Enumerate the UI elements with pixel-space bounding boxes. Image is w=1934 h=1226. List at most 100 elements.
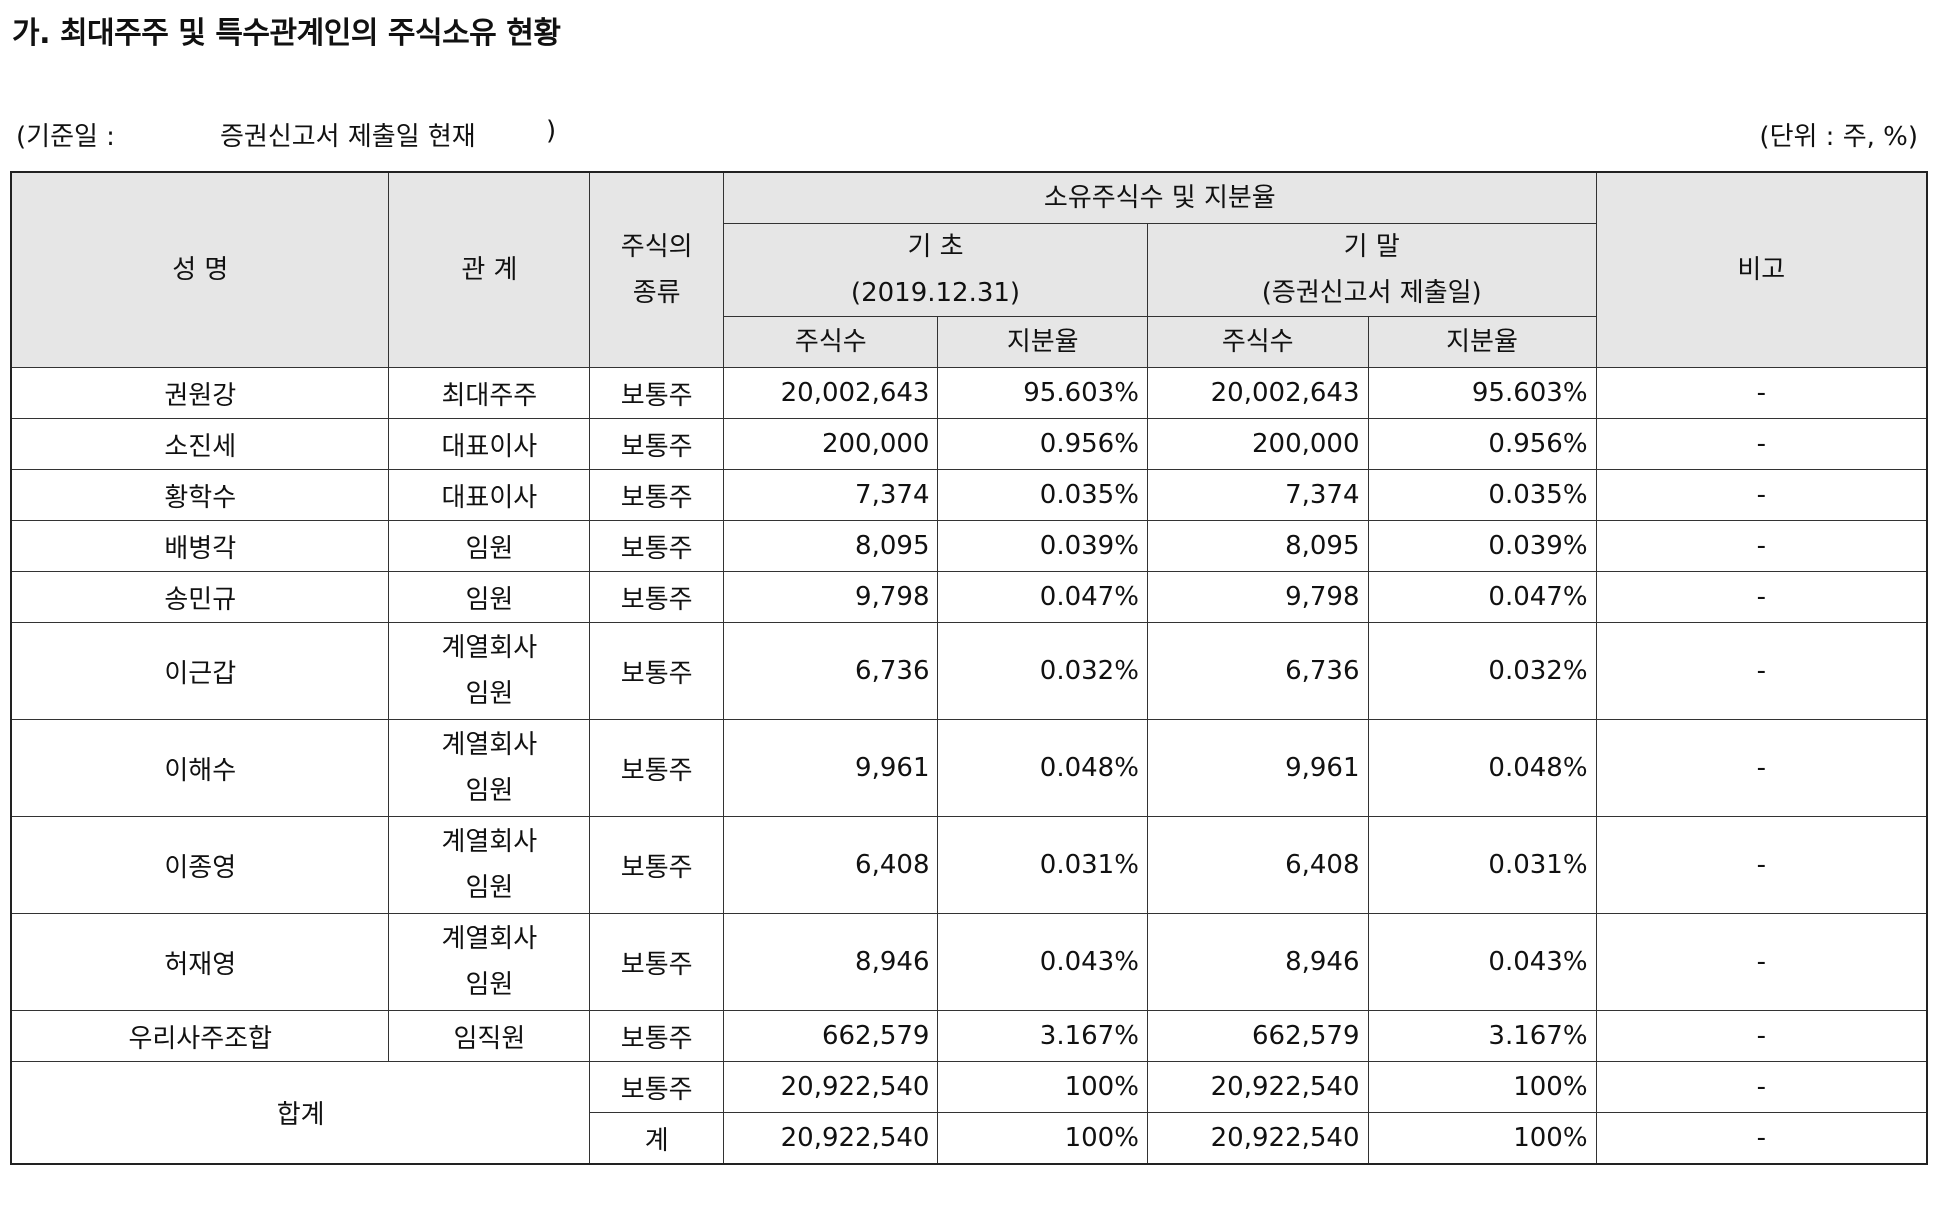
cell-ratio-begin: 0.031% [937,816,1148,914]
cell-name: 이근갑 [10,622,390,720]
cell-shares-end: 8,095 [1146,520,1369,572]
cell-relation-line2: 임원 [465,873,514,903]
cell-remarks: - [1595,1061,1928,1113]
cell-remarks: - [1595,816,1928,914]
cell-name: 소진세 [10,418,390,470]
cell-remarks: - [1595,622,1928,720]
cell-remarks: - [1595,571,1928,623]
cell-shares-end: 6,736 [1146,622,1369,720]
header-stock-type-line2: 종류 [632,278,681,308]
total-label: 합계 [10,1061,591,1165]
cell-shares-end: 8,946 [1146,913,1369,1011]
cell-remarks: - [1595,913,1928,1011]
table-row: 이해수 계열회사 임원 보통주 9,961 0.048% 9,961 0.048… [10,719,1928,817]
cell-ratio-end: 0.048% [1367,719,1597,817]
table-header: 성 명 관 계 주식의 종류 소유주식수 및 지분율 비고 기 초 (2019.… [10,171,1928,368]
cell-relation-line1: 계열회사 [441,730,538,760]
cell-stock-type: 보통주 [589,622,725,720]
table-row: 허재영 계열회사 임원 보통주 8,946 0.043% 8,946 0.043… [10,913,1928,1011]
cell-shares-begin: 20,922,540 [723,1112,939,1165]
cell-relation-line2: 임원 [465,776,514,806]
total-row: 계 20,922,540 100% 20,922,540 100% - [11,1112,1928,1165]
table-row: 황학수 대표이사 보통주 7,374 0.035% 7,374 0.035% - [10,469,1928,521]
total-row: 합계 보통주 20,922,540 100% 20,922,540 100% - [10,1061,1928,1165]
cell-shares-end: 200,000 [1146,418,1369,470]
cell-ratio-end: 0.047% [1367,571,1597,623]
cell-remarks: - [1595,520,1928,572]
cell-stock-type: 계 [589,1112,725,1165]
cell-ratio-begin: 100% [937,1061,1148,1113]
header-relation: 관 계 [388,171,591,368]
cell-ratio-begin: 100% [937,1112,1148,1165]
header-begin-line1: 기 초 [907,232,964,262]
cell-remarks: - [1595,367,1928,419]
table-row: 배병각 임원 보통주 8,095 0.039% 8,095 0.039% - [10,520,1928,572]
cell-shares-begin: 7,374 [723,469,939,521]
cell-relation: 임원 [388,571,591,623]
header-end-line1: 기 말 [1343,232,1400,262]
cell-shares-end: 6,408 [1146,816,1369,914]
cell-shares-end: 20,002,643 [1146,367,1369,419]
cell-ratio-end: 0.035% [1367,469,1597,521]
cell-shares-begin: 6,408 [723,816,939,914]
cell-stock-type: 보통주 [589,469,725,521]
shareholding-table: 성 명 관 계 주식의 종류 소유주식수 및 지분율 비고 기 초 (2019.… [10,171,1928,1165]
cell-stock-type: 보통주 [589,418,725,470]
cell-shares-begin: 662,579 [723,1010,939,1062]
header-ratio-end: 지분율 [1367,316,1597,368]
cell-name: 송민규 [10,571,390,623]
cell-relation: 계열회사 임원 [388,913,591,1011]
header-ownership: 소유주식수 및 지분율 [723,171,1597,224]
header-name: 성 명 [10,171,390,368]
basis-close: ) [546,116,557,146]
cell-shares-begin: 20,922,540 [723,1061,939,1113]
cell-remarks: - [1595,469,1928,521]
cell-ratio-begin: 0.047% [937,571,1148,623]
cell-ratio-end: 0.032% [1367,622,1597,720]
basis-date: (기준일 : 증권신고서 제출일 현재 ) [16,116,556,153]
cell-relation-line1: 계열회사 [441,633,538,663]
cell-relation: 대표이사 [388,469,591,521]
cell-stock-type: 보통주 [589,719,725,817]
cell-relation: 최대주주 [388,367,591,419]
cell-ratio-begin: 0.048% [937,719,1148,817]
cell-ratio-begin: 95.603% [937,367,1148,419]
cell-stock-type: 보통주 [589,571,725,623]
cell-shares-begin: 9,798 [723,571,939,623]
cell-ratio-end: 0.043% [1367,913,1597,1011]
cell-stock-type: 보통주 [589,816,725,914]
cell-ratio-begin: 0.039% [937,520,1148,572]
cell-remarks: - [1595,418,1928,470]
cell-ratio-end: 3.167% [1367,1010,1597,1062]
cell-ratio-begin: 0.043% [937,913,1148,1011]
header-shares-begin: 주식수 [723,316,939,368]
cell-relation: 임원 [388,520,591,572]
cell-ratio-end: 0.031% [1367,816,1597,914]
cell-name: 허재영 [10,913,390,1011]
cell-ratio-end: 0.956% [1367,418,1597,470]
cell-shares-end: 9,961 [1146,719,1369,817]
cell-relation: 임직원 [388,1010,591,1062]
cell-name: 이종영 [10,816,390,914]
header-end: 기 말 (증권신고서 제출일) [1146,223,1597,317]
cell-relation-line2: 임원 [465,679,514,709]
cell-name: 우리사주조합 [10,1010,390,1062]
table-row: 소진세 대표이사 보통주 200,000 0.956% 200,000 0.95… [10,418,1928,470]
cell-name: 이해수 [10,719,390,817]
cell-ratio-begin: 0.956% [937,418,1148,470]
cell-relation-line1: 계열회사 [441,827,538,857]
cell-stock-type: 보통주 [589,367,725,419]
cell-relation: 계열회사 임원 [388,816,591,914]
cell-name: 배병각 [10,520,390,572]
basis-value: 증권신고서 제출일 현재 [220,122,476,152]
cell-shares-end: 20,922,540 [1146,1061,1369,1113]
cell-name: 황학수 [10,469,390,521]
cell-stock-type: 보통주 [589,1061,725,1113]
cell-name: 권원강 [10,367,390,419]
header-ratio-begin: 지분율 [937,316,1148,368]
cell-remarks: - [1595,719,1928,817]
cell-shares-end: 20,922,540 [1146,1112,1369,1165]
cell-remarks: - [1595,1010,1928,1062]
cell-shares-end: 662,579 [1146,1010,1369,1062]
header-begin-line2: (2019.12.31) [850,278,1021,308]
